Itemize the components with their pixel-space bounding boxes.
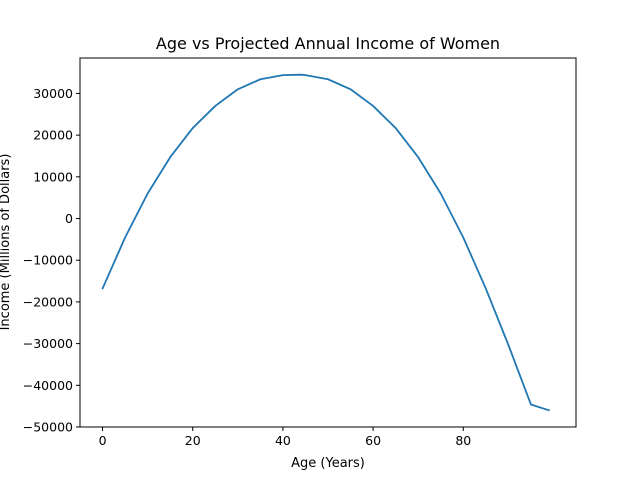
x-axis: 0 20 40 60 80 [99, 427, 471, 448]
y-tick-label: 0 [65, 211, 73, 226]
x-tick-label: 40 [275, 433, 291, 448]
y-tick-label: −30000 [23, 336, 73, 351]
series-line-0 [101, 73, 550, 412]
x-tick-label: 60 [365, 433, 381, 448]
y-tick-label: 30000 [33, 86, 73, 101]
y-tick-label: 10000 [33, 169, 73, 184]
y-tick-label: −20000 [23, 294, 73, 309]
y-axis-label: Income (Millions of Dollars) [0, 154, 13, 331]
y-tick-label: −50000 [23, 420, 73, 435]
x-tick-label: 0 [99, 433, 107, 448]
chart-title: Age vs Projected Annual Income of Women [156, 34, 500, 53]
y-tick-label: −10000 [23, 253, 73, 268]
plot-frame [79, 57, 577, 428]
plot-area [101, 73, 550, 412]
y-axis: −50000 −40000 −30000 −20000 −10000 0 10000 2000… [23, 86, 80, 435]
y-tick-label: 20000 [33, 128, 73, 143]
x-tick-label: 80 [455, 433, 471, 448]
y-tick-label: −40000 [23, 378, 73, 393]
x-axis-label: Age (Years) [291, 456, 365, 471]
x-tick-label: 20 [185, 433, 201, 448]
